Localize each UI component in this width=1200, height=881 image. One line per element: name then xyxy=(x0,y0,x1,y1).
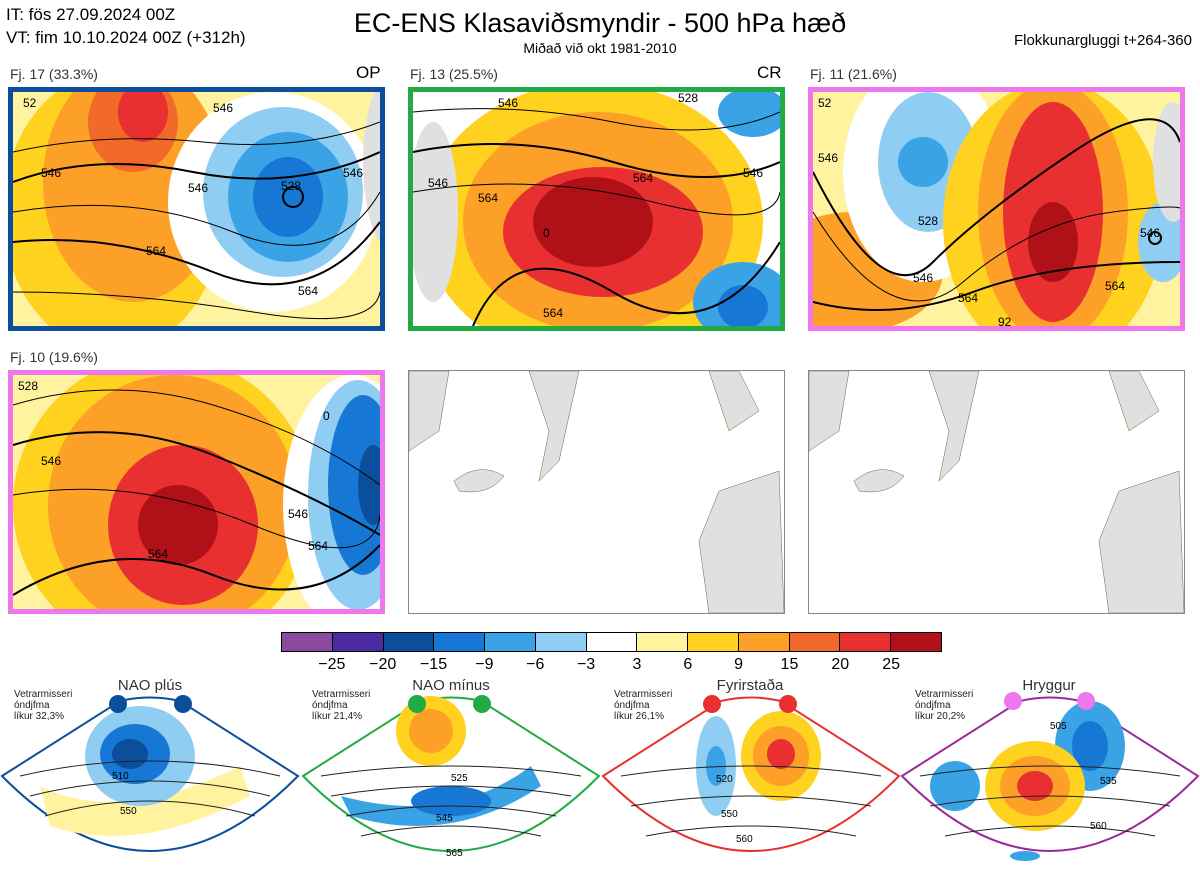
colorbar-tick-label: −20 xyxy=(369,656,397,673)
cluster-3-map: 546 528 546 564 546 564 92 52 xyxy=(808,87,1185,331)
contour-label: 546 xyxy=(428,176,448,190)
regime-title: Hryggur xyxy=(1022,677,1076,694)
regime-note: Vetrarmisseri óndjfma líkur 26,1% xyxy=(614,689,673,722)
colorbar-cell xyxy=(840,633,892,651)
contour-label: 546 xyxy=(343,166,363,180)
init-time: IT: fös 27.09.2024 00Z xyxy=(6,5,176,24)
contour-label: 564 xyxy=(1105,279,1125,293)
contour-label: 546 xyxy=(188,181,208,195)
colorbar-cell xyxy=(586,633,638,651)
contour-label: 525 xyxy=(451,773,468,784)
contour-label: 546 xyxy=(498,96,518,110)
contour-label: 505 xyxy=(1050,721,1067,732)
colorbar-tick-label: 6 xyxy=(683,656,693,673)
contour-label: 546 xyxy=(213,101,233,115)
contour-label: 550 xyxy=(721,809,738,820)
contour-label: 564 xyxy=(478,191,498,205)
contour-label: 564 xyxy=(308,539,328,553)
contour-label: 560 xyxy=(736,834,753,845)
contour-label: 0 xyxy=(323,409,330,423)
cluster-3-label: Fj. 11 (21.6%) xyxy=(810,66,897,82)
contour-label: 528 xyxy=(18,379,38,393)
contour-label: 52 xyxy=(818,96,832,110)
contour-label: 560 xyxy=(1090,821,1107,832)
colorbar-cell xyxy=(434,633,486,651)
contour-label: 546 xyxy=(288,507,308,521)
contour-label: 520 xyxy=(716,774,733,785)
contour-label: 546 xyxy=(41,166,61,180)
contour-label: 92 xyxy=(998,315,1012,326)
colorbar-tick-label: 15 xyxy=(780,656,799,673)
page-subtitle: Miðað við okt 1981-2010 xyxy=(523,40,677,56)
regime-nao-minus: 525 545 565 xyxy=(301,676,601,876)
cluster-1-label: Fj. 17 (33.3%) xyxy=(10,66,98,82)
colorbar-tick-label: 9 xyxy=(734,656,744,673)
valid-time: VT: fim 10.10.2024 00Z (+312h) xyxy=(6,28,246,47)
colorbar-cell xyxy=(738,633,790,651)
colorbar-tick-label: −3 xyxy=(576,656,596,673)
contour-label: 546 xyxy=(1140,226,1160,240)
colorbar-cell xyxy=(485,633,536,651)
page-title: EC-ENS Klasaviðsmyndir - 500 hPa hæð xyxy=(353,8,847,38)
contour-label: 52 xyxy=(23,96,37,110)
contour-label: 535 xyxy=(1100,776,1117,787)
contour-label: 528 xyxy=(281,179,301,193)
colorbar-tick-label: 20 xyxy=(831,656,850,673)
cluster-4-map: 546 546 564 564 528 0 xyxy=(8,370,385,614)
empty-panel-1 xyxy=(408,370,785,614)
contour-label: 564 xyxy=(148,547,168,561)
colorbar-cell xyxy=(789,633,841,651)
contour-label: 545 xyxy=(436,813,453,824)
regime-note: Vetrarmisseri óndjfma líkur 32,3% xyxy=(14,689,73,722)
regime-title: NAO mínus xyxy=(412,677,490,694)
colorbar-cell xyxy=(637,633,689,651)
colorbar xyxy=(281,632,942,652)
cluster-2-map: 546 564 564 546 564 528 546 0 xyxy=(408,87,785,331)
contour-label: 510 xyxy=(112,771,129,782)
contour-label: 0 xyxy=(543,226,550,240)
colorbar-cell xyxy=(535,633,587,651)
contour-label: 564 xyxy=(543,306,563,320)
colorbar-tick-label: −25 xyxy=(318,656,346,673)
colorbar-tick-label: 25 xyxy=(882,656,901,673)
contour-label: 546 xyxy=(41,454,61,468)
contour-label: 564 xyxy=(958,291,978,305)
contour-label: 546 xyxy=(743,166,763,180)
regime-nao-plus: 510 550 xyxy=(0,676,300,876)
contour-label: 546 xyxy=(818,151,838,165)
colorbar-tick-label: 3 xyxy=(632,656,642,673)
regime-ridge: 505 535 560 xyxy=(900,676,1200,876)
classification-window: Flokkunargluggi t+264-360 xyxy=(1013,32,1192,49)
colorbar-cell xyxy=(891,633,941,651)
regime-title: Fyrirstaða xyxy=(716,677,784,694)
colorbar-cell xyxy=(332,633,384,651)
cluster-4-label: Fj. 10 (19.6%) xyxy=(10,349,98,365)
contour-label: 564 xyxy=(298,284,318,298)
cluster-1-tag: OP xyxy=(356,63,381,82)
contour-label: 528 xyxy=(678,92,698,105)
cluster-2-label: Fj. 13 (25.5%) xyxy=(410,66,498,82)
colorbar-tick-label: −6 xyxy=(526,656,545,673)
empty-panel-2 xyxy=(808,370,1185,614)
contour-label: 565 xyxy=(446,848,463,859)
contour-label: 550 xyxy=(120,806,137,817)
regime-title: NAO plús xyxy=(117,677,183,694)
regime-note: Vetrarmisseri óndjfma líkur 21,4% xyxy=(312,689,371,722)
cluster-1-map: 546 546 528 546 564 564 546 52 xyxy=(8,87,385,331)
colorbar-cell xyxy=(383,633,435,651)
regime-blocking: 520 550 560 xyxy=(601,676,901,876)
colorbar-cell xyxy=(688,633,739,651)
contour-label: 564 xyxy=(146,244,166,258)
colorbar-tick-label: −15 xyxy=(419,656,448,673)
cluster-2-tag: CR xyxy=(757,63,782,82)
regime-note: Vetrarmisseri óndjfma líkur 20,2% xyxy=(915,689,974,722)
contour-label: 546 xyxy=(913,271,933,285)
colorbar-tick-label: −9 xyxy=(475,656,494,673)
contour-label: 564 xyxy=(633,171,653,185)
contour-label: 528 xyxy=(918,214,938,228)
colorbar-cell xyxy=(282,633,333,651)
